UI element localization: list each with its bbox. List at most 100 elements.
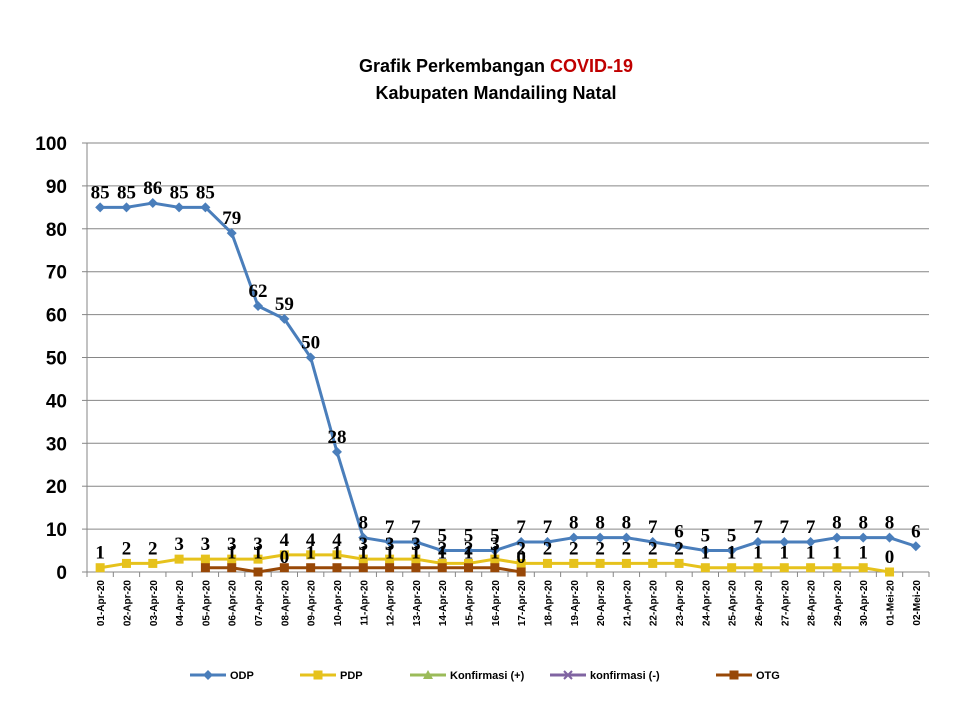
data-point-odp	[621, 532, 632, 543]
data-point-pdp	[306, 550, 316, 560]
data-label-otg: 1	[437, 543, 447, 564]
y-tick-label: 0	[56, 563, 67, 584]
data-point-pdp	[885, 567, 895, 577]
data-point-otg	[385, 563, 395, 573]
data-label-otg: 0	[516, 547, 526, 568]
data-label-pdp: 3	[227, 534, 237, 555]
data-label-pdp: 1	[701, 543, 711, 564]
data-label-odp: 6	[911, 521, 921, 542]
data-label-otg: 1	[227, 543, 237, 564]
x-tick-label: 05-Apr-20	[201, 580, 212, 627]
data-point-odp	[647, 536, 658, 547]
data-point-otg	[437, 563, 447, 573]
y-tick-label: 30	[46, 434, 67, 455]
data-point-odp	[226, 228, 237, 239]
x-tick-label: 11-Apr-20	[359, 580, 370, 626]
data-label-pdp: 3	[174, 534, 184, 555]
data-label-pdp: 1	[95, 543, 105, 564]
data-point-odp	[489, 545, 500, 556]
data-point-pdp	[279, 550, 289, 560]
x-tick-label: 29-Apr-20	[833, 580, 844, 627]
data-label-otg: 1	[385, 543, 395, 564]
data-point-odp	[200, 202, 211, 213]
data-label-odp: 50	[301, 333, 320, 354]
data-label-pdp: 3	[253, 534, 263, 555]
data-point-pdp	[648, 558, 658, 568]
x-tick-label: 02-Apr-20	[122, 580, 133, 627]
data-label-odp: 5	[437, 526, 447, 547]
data-label-odp: 5	[490, 526, 500, 547]
x-tick-label: 14-Apr-20	[438, 580, 449, 627]
data-label-odp: 8	[885, 513, 895, 534]
data-label-odp: 79	[222, 208, 241, 229]
chart-title-main: Grafik Perkembangan	[359, 56, 545, 76]
data-point-pdp	[674, 558, 684, 568]
legend-label: konfirmasi (-)	[590, 670, 660, 682]
data-point-otg	[464, 563, 474, 573]
data-label-pdp: 3	[490, 534, 500, 555]
data-point-odp	[253, 301, 264, 312]
data-point-odp	[147, 198, 158, 209]
data-label-odp: 8	[832, 513, 842, 534]
data-point-odp	[726, 545, 737, 556]
y-tick-label: 10	[46, 520, 67, 541]
y-tick-label: 90	[46, 177, 67, 198]
data-label-pdp: 1	[753, 543, 763, 564]
data-point-pdp	[832, 563, 842, 573]
data-point-odp	[858, 532, 869, 543]
x-tick-label: 03-Apr-20	[149, 580, 160, 627]
data-label-pdp: 0	[885, 547, 895, 568]
data-point-pdp	[95, 563, 105, 573]
data-point-odp	[595, 532, 606, 543]
legend-label: PDP	[340, 670, 363, 682]
x-tick-label: 27-Apr-20	[780, 580, 791, 627]
data-point-odp	[305, 352, 316, 363]
data-point-odp	[331, 446, 342, 457]
data-point-pdp	[753, 563, 763, 573]
data-label-odp: 28	[327, 427, 346, 448]
data-label-pdp: 4	[306, 530, 316, 551]
data-label-odp: 5	[701, 526, 711, 547]
x-tick-label: 09-Apr-20	[307, 580, 318, 627]
x-tick-label: 18-Apr-20	[543, 580, 554, 627]
data-label-otg: 1	[306, 543, 316, 564]
data-label-odp: 86	[143, 178, 162, 199]
data-point-odp	[884, 532, 895, 543]
data-point-odp	[700, 545, 711, 556]
data-label-odp: 85	[91, 182, 110, 203]
y-axis-ticks: 0 10 20 30 40 50 60 70 80 90 100	[35, 134, 87, 584]
data-point-pdp	[358, 554, 368, 564]
y-tick-label: 80	[46, 220, 67, 241]
data-label-odp: 85	[117, 182, 136, 203]
data-point-pdp	[516, 558, 526, 568]
data-label-pdp: 2	[674, 538, 684, 559]
data-label-pdp: 2	[464, 538, 474, 559]
data-label-pdp: 1	[780, 543, 790, 564]
data-point-odp	[674, 541, 685, 552]
data-point-odp	[568, 532, 579, 543]
y-tick-label: 70	[46, 263, 67, 284]
x-tick-label: 01-Apr-20	[96, 580, 107, 627]
data-point-odp	[410, 536, 421, 547]
legend-label: OTG	[756, 670, 780, 682]
data-label-odp: 5	[727, 526, 737, 547]
legend-swatch-marker	[313, 670, 323, 680]
legend-entry-konfirmasi: konfirmasi (-)	[550, 670, 660, 682]
legend-label: Konfirmasi (+)	[450, 670, 525, 682]
data-label-odp: 85	[170, 182, 189, 203]
data-point-odp	[831, 532, 842, 543]
x-tick-label: 12-Apr-20	[386, 580, 397, 627]
data-label-odp: 8	[622, 513, 632, 534]
data-label-otg: 1	[359, 543, 369, 564]
data-point-pdp	[858, 563, 868, 573]
data-point-pdp	[227, 554, 237, 564]
data-label-pdp: 2	[622, 538, 632, 559]
data-label-odp: 7	[780, 517, 790, 538]
data-point-pdp	[806, 563, 816, 573]
data-point-otg	[332, 563, 342, 573]
x-tick-label: 17-Apr-20	[517, 580, 528, 627]
x-tick-label: 08-Apr-20	[280, 580, 291, 627]
series-line-odp	[100, 201, 917, 553]
x-tick-label: 20-Apr-20	[596, 580, 607, 627]
